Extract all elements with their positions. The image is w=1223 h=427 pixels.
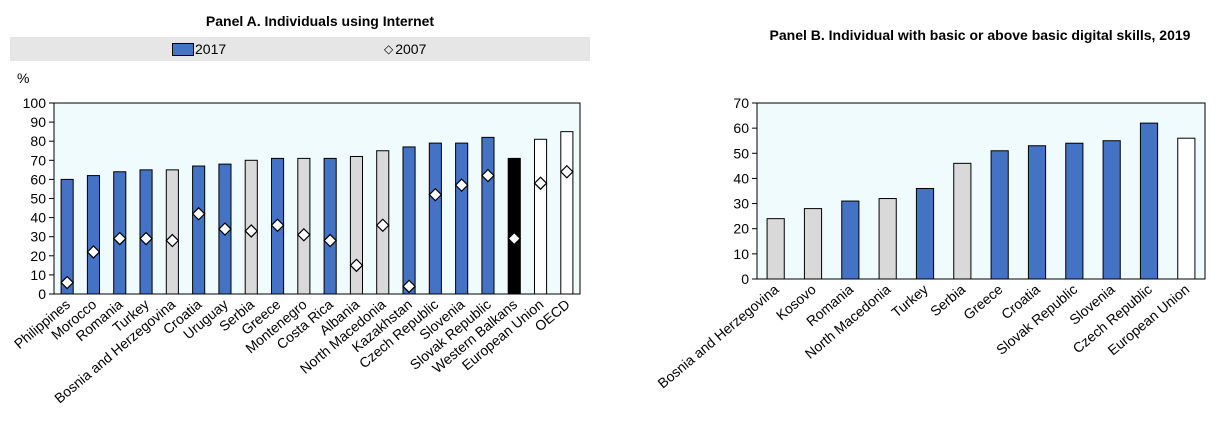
legend-label-2017: 2017: [195, 41, 227, 57]
panel-a-bar: [86, 175, 100, 295]
panel-a-y-tick-label: 60: [30, 171, 46, 187]
panel-b-y-tick-label: 30: [733, 196, 749, 212]
panel-a-y-tick-label: 0: [38, 286, 46, 302]
panel-a-point-2007: [60, 275, 74, 290]
panel-a-bar: [534, 138, 548, 295]
panel-a-point-2007: [244, 224, 259, 238]
panel-b-bar: [766, 218, 785, 280]
panel-b-y-tick-label: 50: [733, 145, 749, 161]
panel-a-bar: [60, 178, 74, 295]
panel-b-x-tick-label: Greece: [960, 281, 1006, 323]
panel-a-point-2007: [191, 206, 206, 221]
legend-label-2007: 2007: [395, 41, 427, 57]
panel-b-y-tick-label: 70: [733, 95, 749, 111]
panel-b-bar: [1177, 137, 1196, 280]
panel-a-y-tick-label: 100: [23, 95, 47, 111]
panel-a-point-2007: [112, 231, 127, 246]
panel-a-y-tick-label: 90: [30, 114, 46, 130]
panel-a-point-2007: [507, 231, 522, 246]
panel-a-point-2007: [323, 233, 337, 248]
panel-a-point-2007: [533, 176, 548, 191]
panel-a-point-2007: [218, 222, 232, 236]
panel-b-bar: [1065, 142, 1084, 280]
panel-b-y-tick-label: 0: [741, 271, 749, 287]
panel-b-title: Panel B. Individual with basic or above …: [769, 27, 1191, 43]
panel-a-point-2007: [139, 231, 153, 246]
panel-b-bar: [803, 208, 823, 280]
panel-a-point-2007: [454, 178, 469, 192]
legend-item-2017: 2017: [172, 41, 226, 57]
panel-a-bar: [428, 142, 442, 295]
panel-a-bar: [402, 146, 416, 295]
panel-b-bar: [1102, 140, 1121, 280]
panel-a-point-2007: [165, 233, 180, 248]
panel-b-bar: [915, 187, 935, 280]
panel-a-y-tick-label: 80: [30, 133, 46, 149]
panel-b-y-tick-label: 10: [733, 246, 749, 262]
panel-a-point-2007: [86, 245, 101, 259]
panel-b-plot-area: [756, 102, 1206, 280]
panel-a-point-2007: [560, 164, 574, 179]
panel-b-bar: [990, 150, 1009, 280]
panel-a-y-unit: %: [17, 70, 30, 86]
panel-a-point-2007: [402, 279, 416, 294]
panel-a-y-tick-label: 30: [30, 229, 46, 245]
panel-b-bar: [1027, 145, 1047, 280]
panel-b-bar: [878, 198, 897, 280]
panel-a-bar: [455, 142, 469, 295]
panel-b-y-tick-label: 20: [733, 221, 749, 237]
panel-a-bar: [323, 157, 337, 295]
panel-a-y-tick-label: 50: [30, 191, 46, 207]
panel-a-point-2007: [297, 227, 311, 242]
panel-a-y-tick-label: 40: [30, 210, 46, 226]
panel-a-point-2007: [481, 168, 495, 183]
panel-b-x-tick-label: Bosnia and Herzegovina: [654, 281, 781, 391]
panel-b-x-tick-label: Turkey: [888, 281, 931, 320]
panel-a-y-tick-label: 20: [30, 248, 46, 264]
panel-a-bar: [165, 169, 179, 295]
panel-a-bar: [192, 165, 206, 295]
legend-bar-swatch: [172, 42, 194, 56]
legend-diamond-icon: ◇: [384, 42, 394, 56]
panel-b-bar: [1139, 122, 1159, 280]
panel-b-y-tick-label: 60: [733, 120, 749, 136]
panel-a-legend: 2017 ◇ 2007: [10, 37, 590, 61]
panel-a-bar: [297, 157, 311, 295]
panel-a-point-2007: [428, 187, 443, 202]
panel-a-bar: [507, 157, 521, 295]
panel-b-bar: [953, 162, 972, 280]
panel-b-bar: [841, 200, 860, 280]
panel-b-y-tick-label: 40: [733, 170, 749, 186]
panel-a-bar: [349, 155, 363, 295]
panel-a-y-tick-label: 70: [30, 152, 46, 168]
panel-a-point-2007: [375, 218, 390, 233]
legend-item-2007: ◇ 2007: [384, 41, 426, 57]
panel-a-y-tick-label: 10: [30, 267, 46, 283]
panel-a-title: Panel A. Individuals using Internet: [205, 13, 435, 29]
panel-a-point-2007: [270, 218, 285, 233]
panel-a-point-2007: [349, 258, 364, 273]
